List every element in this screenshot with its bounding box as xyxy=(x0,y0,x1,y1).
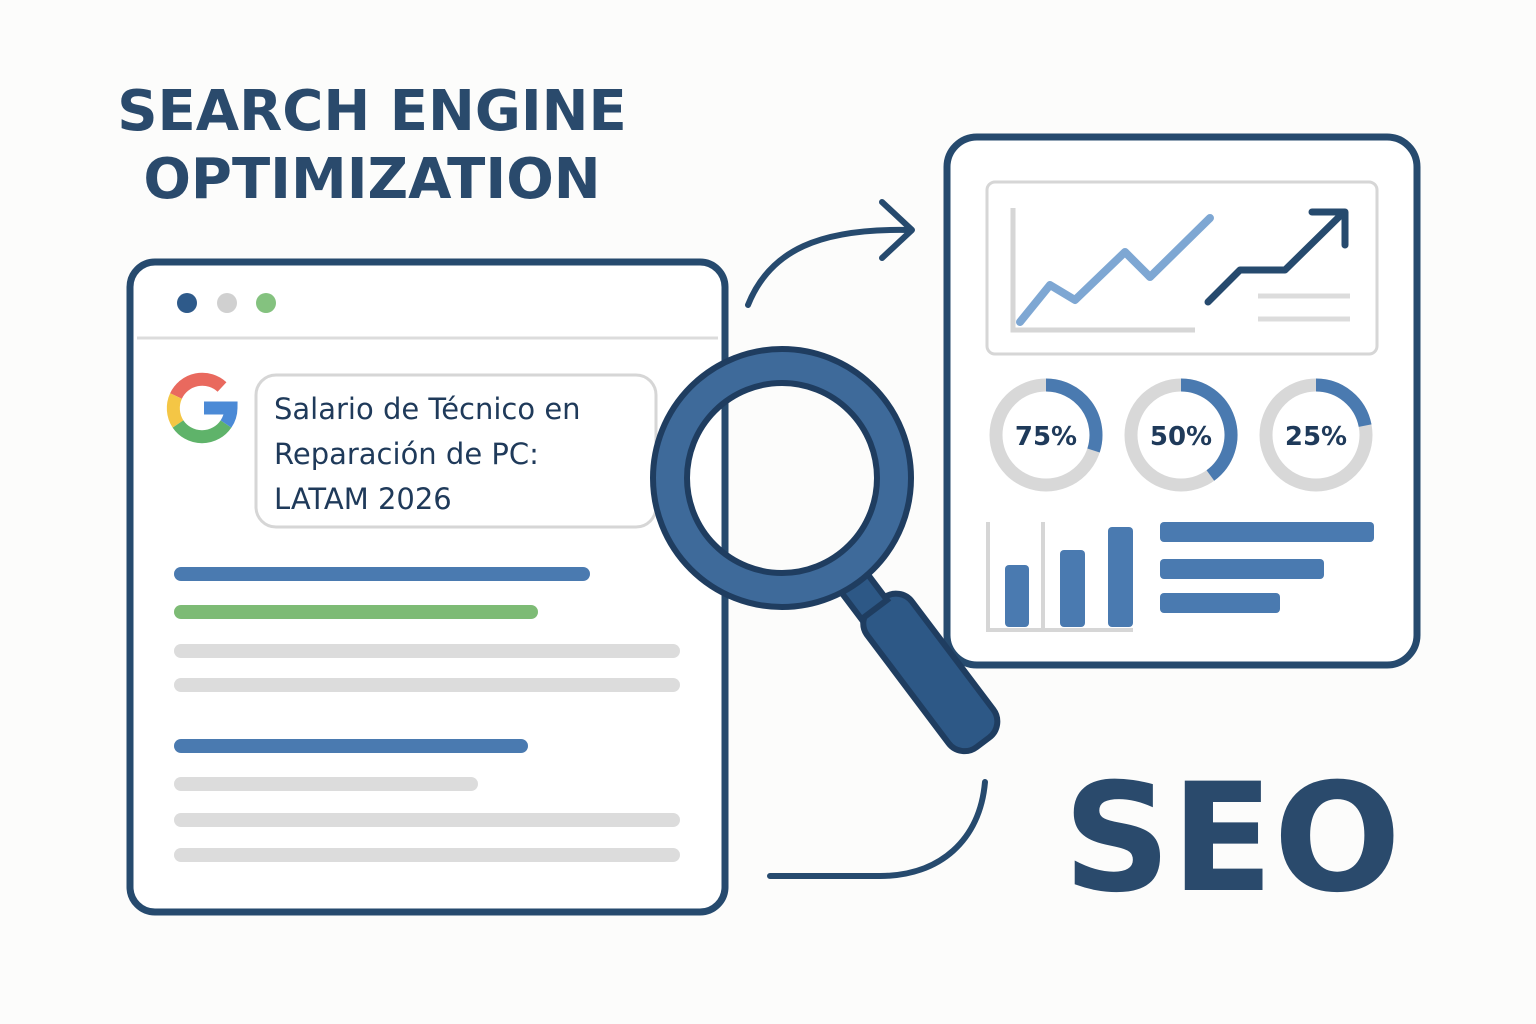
donut-arc xyxy=(1315,378,1372,428)
seo-label: SEO xyxy=(1063,752,1401,926)
trend-line xyxy=(1016,214,1214,326)
chart-axis xyxy=(1010,208,1195,333)
curved-arrow-icon xyxy=(745,226,913,308)
bar xyxy=(1060,550,1085,627)
window-dot-icon xyxy=(217,293,237,313)
window-dot-icon xyxy=(256,293,276,313)
search-query-line-2: Reparación de PC: xyxy=(274,437,539,471)
donut-arc xyxy=(1180,378,1238,481)
horizontal-bar xyxy=(1160,593,1280,613)
bar xyxy=(1108,527,1133,627)
window-dot-icon xyxy=(177,293,197,313)
horizontal-bar xyxy=(1160,522,1374,542)
google-g-logo-icon xyxy=(166,372,238,444)
search-query-line-1: Salario de Técnico en xyxy=(274,392,581,426)
arrowhead-icon xyxy=(879,199,915,261)
donut-label: 75% xyxy=(1015,422,1077,452)
donut-label: 50% xyxy=(1150,422,1212,452)
analytics-dashboard: 75% 50% 25% xyxy=(943,133,1421,669)
magnifying-glass-icon xyxy=(650,346,1001,755)
donut-label: 25% xyxy=(1285,422,1347,452)
search-query-line-3: LATAM 2026 xyxy=(274,482,452,516)
search-box[interactable]: Salario de Técnico en Reparación de PC: … xyxy=(254,373,658,529)
line-chart-panel xyxy=(985,180,1379,356)
browser-window: Salario de Técnico en Reparación de PC: … xyxy=(126,258,729,916)
horizontal-bar xyxy=(1160,559,1324,579)
growth-arrow-icon xyxy=(1204,208,1349,306)
title-line-1: SEARCH ENGINE xyxy=(117,79,627,144)
title-line-2: OPTIMIZATION xyxy=(143,147,600,212)
bar-chart xyxy=(986,522,1133,632)
bar xyxy=(1005,565,1029,627)
donut-arc xyxy=(1045,378,1103,453)
connector-curve xyxy=(767,779,988,879)
